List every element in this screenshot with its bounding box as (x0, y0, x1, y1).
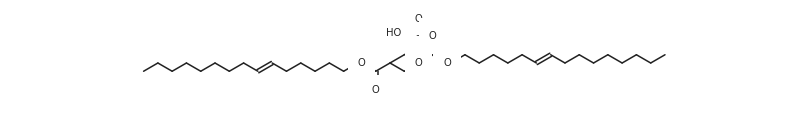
Text: O: O (372, 85, 379, 95)
Text: S: S (415, 28, 422, 38)
Text: O: O (358, 58, 365, 68)
Text: HO: HO (387, 28, 402, 38)
Text: O: O (429, 31, 437, 41)
Text: O: O (414, 14, 422, 24)
Text: O: O (414, 41, 422, 51)
Text: O: O (443, 58, 451, 68)
Text: O: O (414, 58, 422, 68)
Text: O: O (429, 28, 437, 38)
